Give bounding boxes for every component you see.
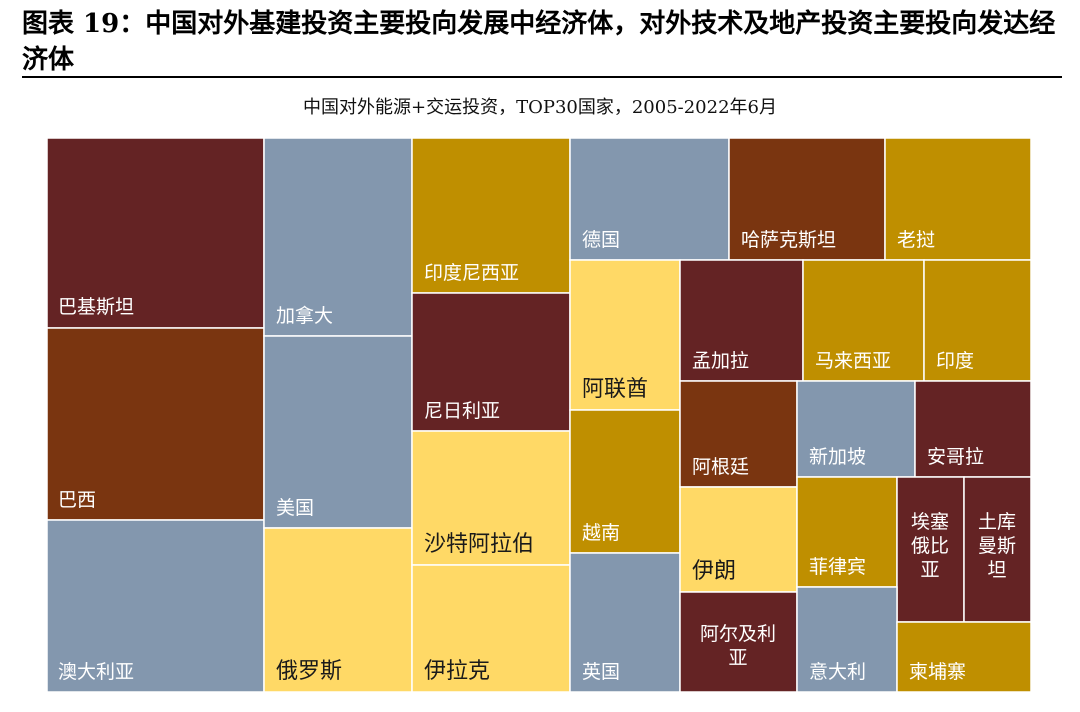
treemap-label: 印度尼西亚 [424, 262, 519, 284]
treemap-label: 尼日利亚 [424, 400, 500, 422]
treemap-label: 德国 [582, 229, 620, 251]
treemap-label: 孟加拉 [692, 350, 749, 372]
treemap-cell [46, 327, 265, 521]
treemap-label: 印度 [936, 350, 974, 372]
treemap-label: 老挝 [897, 229, 935, 251]
treemap-cell [46, 137, 265, 329]
treemap-cell [46, 519, 265, 693]
treemap-cell [569, 259, 681, 411]
treemap-cell [679, 591, 798, 693]
treemap-cell [569, 137, 730, 261]
treemap-cell [923, 259, 1032, 382]
treemap-label: 土库曼斯坦 [978, 511, 1016, 581]
treemap-label: 俄罗斯 [276, 659, 342, 684]
treemap-label: 哈萨克斯坦 [741, 229, 836, 251]
treemap-label: 澳大利亚 [58, 661, 134, 683]
treemap-cell [728, 137, 886, 261]
treemap-label: 阿根廷 [692, 456, 749, 478]
treemap-cell [802, 259, 925, 382]
treemap-cell [963, 476, 1032, 623]
treemap-label: 马来西亚 [815, 350, 891, 372]
treemap-label: 新加坡 [809, 446, 866, 468]
treemap-cell [263, 527, 413, 693]
treemap-label: 安哥拉 [927, 446, 984, 468]
treemap-label: 巴基斯坦 [58, 296, 134, 318]
treemap-label: 伊拉克 [424, 659, 490, 684]
treemap-label: 加拿大 [276, 304, 333, 327]
treemap-cell [896, 621, 1032, 693]
treemap-cell [569, 552, 681, 693]
treemap-label: 伊朗 [692, 559, 736, 584]
treemap-label: 沙特阿拉伯 [424, 532, 534, 557]
treemap-label: 埃塞俄比亚 [911, 511, 949, 581]
treemap-label: 意大利 [809, 661, 866, 683]
treemap-cell [679, 259, 804, 382]
treemap-label: 菲律宾 [809, 556, 866, 578]
treemap-label: 阿尔及利亚 [700, 623, 776, 669]
treemap-label: 美国 [276, 497, 314, 519]
treemap-label: 阿联酋 [582, 377, 648, 402]
treemap-label: 英国 [582, 661, 620, 683]
treemap-label: 巴西 [58, 489, 96, 511]
treemap-label: 柬埔寨 [909, 661, 966, 683]
figure-title: 图表 19：中国对外基建投资主要投向发展中经济体，对外技术及地产投资主要投向发达… [22, 9, 1056, 75]
treemap-cell [411, 137, 571, 294]
title-divider [22, 76, 1062, 78]
treemap-cell [679, 380, 798, 488]
treemap-label: 越南 [582, 522, 620, 544]
treemap-cell [884, 137, 1032, 261]
treemap-cell [796, 380, 916, 478]
treemap-cell [411, 292, 571, 432]
chart-title: 中国对外能源+交运投资，TOP30国家，2005-2022年6月 [302, 97, 777, 118]
treemap-cell [896, 476, 965, 623]
treemap-cell [796, 586, 898, 693]
treemap-cell [679, 486, 798, 593]
